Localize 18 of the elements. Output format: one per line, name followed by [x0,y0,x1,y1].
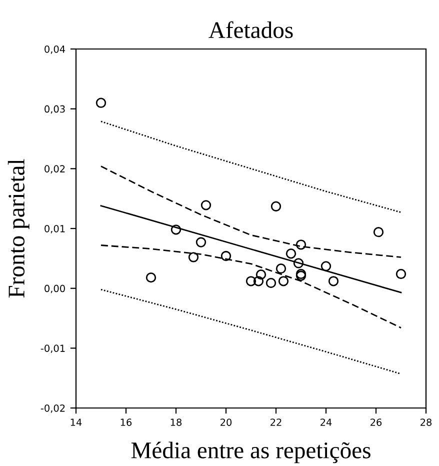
y-tick-label: 0,01 [44,224,65,234]
y-tick-label: 0,00 [44,284,65,294]
x-tick-label: 28 [420,418,432,426]
y-axis-title: Fronto parietal [8,159,30,298]
x-tick-label: 22 [270,418,282,426]
y-tick-label: 0,04 [44,45,66,54]
chart-title: Afetados [208,21,293,38]
x-tick-label: 26 [370,418,382,426]
y-tick-label: 0,02 [44,165,65,174]
y-tick-label: 0,03 [44,105,65,114]
x-tick-label: 18 [170,418,182,426]
x-axis-title: Média entre as repetições [131,442,370,464]
x-tick-label: 14 [70,418,82,426]
y-tick-label: -0,02 [40,404,65,413]
x-tick-label: 24 [320,418,332,426]
x-tick-label: 16 [120,418,132,426]
x-tick-label: 20 [220,418,232,426]
y-tick-label: -0,01 [40,344,65,353]
